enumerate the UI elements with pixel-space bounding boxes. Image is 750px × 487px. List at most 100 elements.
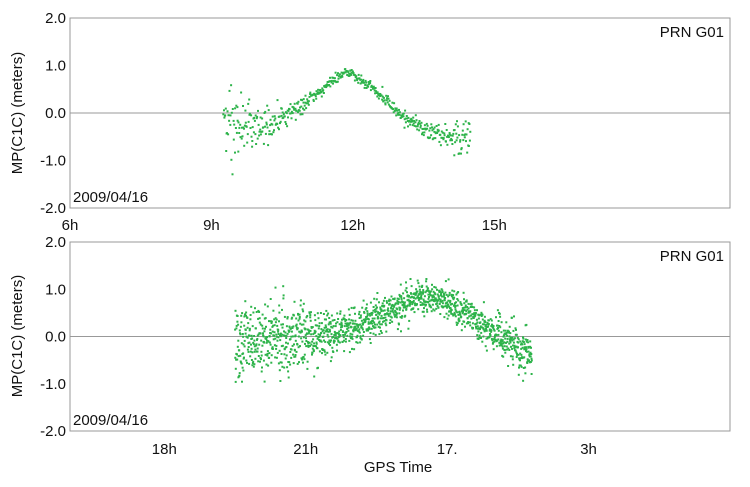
data-point — [453, 154, 456, 157]
data-point — [460, 329, 463, 332]
data-point — [268, 320, 270, 323]
data-point — [379, 93, 382, 95]
data-point — [360, 326, 363, 329]
data-point — [410, 292, 413, 295]
data-point — [409, 300, 412, 302]
data-point — [273, 331, 276, 334]
x-tick-label: 15h — [482, 217, 507, 234]
data-point — [353, 79, 356, 82]
data-point — [487, 325, 490, 328]
data-point — [467, 322, 469, 325]
data-point — [469, 303, 472, 306]
data-point — [330, 325, 333, 328]
data-point — [390, 295, 393, 298]
data-point — [270, 320, 273, 323]
data-point — [398, 323, 400, 326]
data-point — [476, 325, 479, 328]
data-point — [358, 331, 361, 334]
data-point — [373, 87, 376, 90]
data-point — [472, 317, 475, 319]
x-axis-label: GPS Time — [364, 459, 432, 476]
data-point — [298, 316, 301, 318]
data-point — [225, 150, 228, 152]
data-point — [316, 337, 319, 340]
data-point — [258, 134, 261, 137]
data-point — [384, 313, 387, 316]
data-point — [304, 328, 307, 331]
data-point — [233, 123, 236, 126]
data-point — [348, 351, 351, 354]
data-point — [292, 325, 295, 328]
data-point — [267, 109, 270, 112]
data-point — [429, 290, 432, 293]
data-point — [412, 122, 415, 125]
data-point — [374, 326, 377, 329]
data-point — [308, 312, 311, 315]
data-point — [287, 370, 290, 373]
data-point — [292, 362, 295, 365]
data-point — [382, 317, 385, 319]
data-point — [303, 108, 306, 111]
data-point — [298, 361, 300, 364]
data-point — [398, 293, 401, 296]
data-point — [238, 374, 241, 377]
data-point — [399, 307, 402, 310]
data-point — [384, 102, 387, 105]
data-point — [453, 296, 456, 299]
data-point — [489, 318, 492, 321]
data-point — [350, 73, 353, 76]
data-point — [315, 335, 318, 338]
data-point — [248, 341, 251, 344]
data-point — [329, 360, 332, 363]
data-point — [334, 334, 337, 337]
data-point — [378, 333, 381, 336]
data-point — [238, 349, 241, 352]
y-tick-label: 0.0 — [45, 105, 66, 122]
data-point — [503, 332, 506, 335]
data-point — [246, 326, 249, 329]
data-point — [286, 316, 289, 319]
data-point — [515, 328, 517, 331]
data-point — [463, 136, 466, 139]
data-point — [410, 120, 412, 123]
data-point — [526, 358, 529, 361]
data-point — [294, 118, 297, 121]
data-point — [508, 342, 511, 345]
data-point — [301, 358, 304, 361]
data-point — [430, 134, 433, 137]
data-point — [280, 114, 283, 117]
data-point — [306, 98, 309, 101]
date-label-top: 2009/04/16 — [73, 189, 148, 206]
data-point — [375, 298, 378, 301]
data-point — [235, 358, 238, 361]
data-point — [427, 293, 430, 296]
data-point — [358, 328, 361, 331]
data-point — [522, 341, 525, 343]
data-point — [393, 305, 396, 308]
data-point — [373, 297, 376, 300]
data-point — [429, 127, 432, 130]
data-point — [482, 335, 485, 338]
data-point — [492, 325, 495, 327]
data-point — [336, 349, 338, 352]
data-point — [243, 144, 246, 147]
data-point — [396, 109, 399, 112]
data-point — [372, 85, 375, 88]
data-point — [514, 349, 517, 352]
data-point — [328, 342, 330, 345]
data-point — [297, 111, 299, 114]
data-point — [349, 332, 352, 335]
data-point — [491, 339, 494, 342]
data-point — [322, 329, 325, 332]
data-point — [396, 328, 399, 331]
data-point — [449, 306, 452, 309]
data-point — [277, 333, 280, 335]
data-point — [440, 293, 442, 296]
data-point — [485, 323, 488, 326]
data-point — [513, 344, 516, 347]
data-point — [418, 120, 421, 122]
data-point — [265, 121, 268, 124]
data-point — [338, 330, 341, 333]
data-point — [266, 339, 268, 342]
data-point — [295, 317, 298, 320]
